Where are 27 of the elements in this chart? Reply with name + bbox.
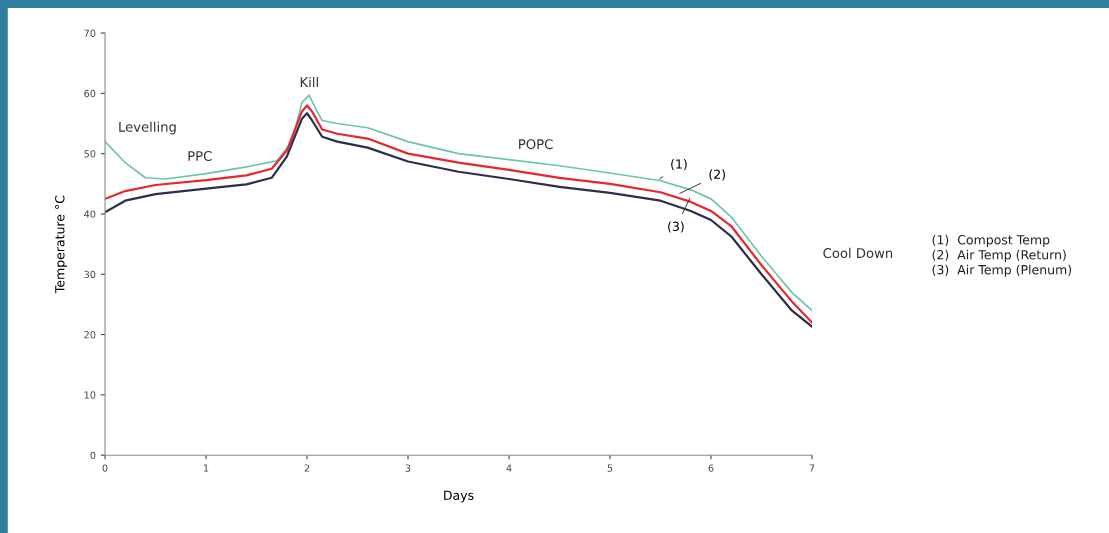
y-axis-title: Temperature °C [55, 195, 67, 294]
y-tick-label: 30 [84, 270, 96, 279]
annotation: (1) [671, 159, 687, 171]
annotation: Kill [300, 76, 318, 87]
y-tick-label: 0 [90, 451, 96, 460]
y-tick-label: 50 [84, 150, 96, 158]
x-tick-label: 3 [405, 464, 411, 472]
text: Cool Down [823, 247, 893, 259]
x-tick-label: 5 [607, 464, 613, 472]
annotation: POPC [519, 139, 553, 150]
x-tick-label: 6 [708, 464, 714, 472]
annotation: (2) [709, 169, 725, 181]
annotation: (3) [668, 221, 684, 233]
x-tick-label: 0 [102, 464, 108, 472]
x-tick-label: 2 [304, 464, 310, 472]
x-axis-title: Days [444, 490, 474, 503]
x-tick-label: 4 [506, 464, 512, 472]
y-tick-label: 10 [84, 391, 96, 399]
y-tick-label: 40 [84, 210, 96, 218]
annotation: Levelling [119, 121, 176, 135]
y-tick-label: 20 [84, 331, 96, 339]
x-tick-label: 1 [204, 464, 209, 472]
y-tick-label: 60 [84, 89, 96, 98]
y-tick-label: 70 [84, 29, 96, 37]
x-tick-label: 7 [809, 464, 815, 472]
text: (1) Compost Temp (2) Air Temp (Return) (3) Air Temp (Plenum) [932, 234, 1072, 277]
annotation: PPC [188, 151, 212, 161]
